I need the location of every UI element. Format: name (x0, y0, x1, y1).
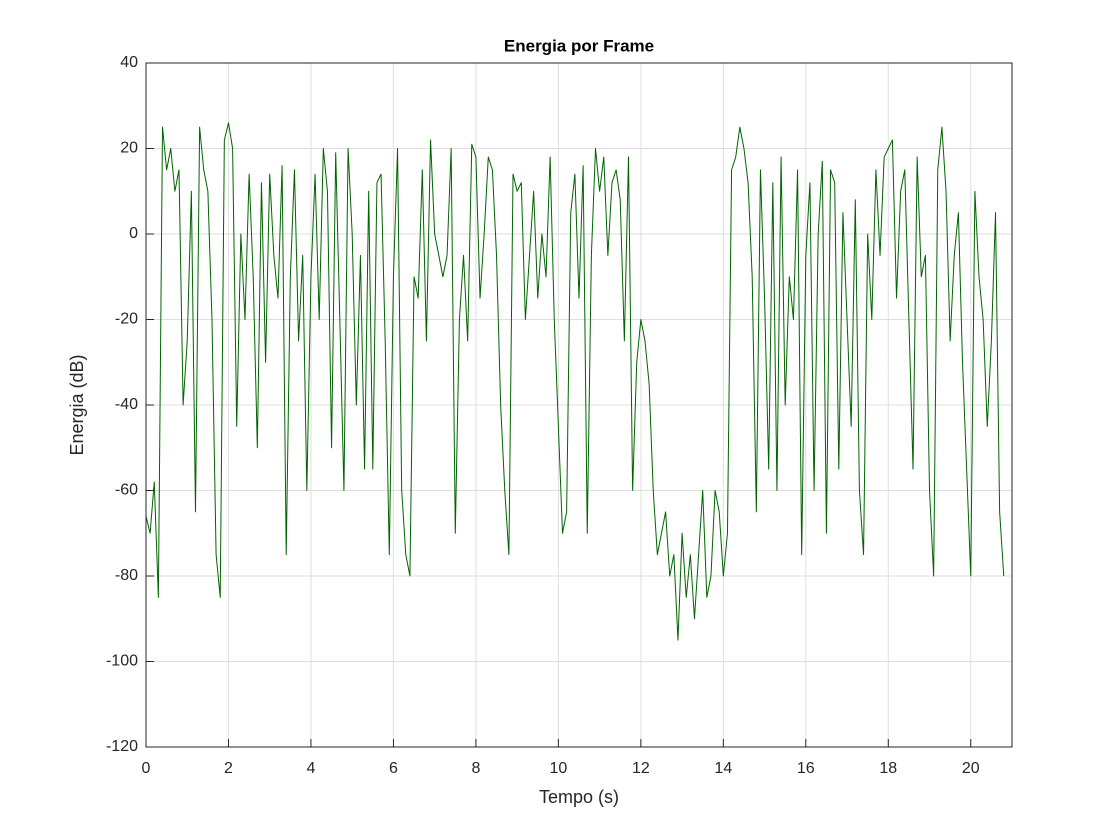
x-tick-label: 0 (142, 760, 151, 777)
chart-title: Energia por Frame (504, 36, 654, 55)
axes-box (145, 62, 1013, 748)
y-axis-label: Energia (dB) (67, 354, 87, 455)
x-tick-label: 20 (962, 760, 980, 777)
y-tick-label: -120 (106, 738, 138, 755)
y-tick-label: -20 (115, 311, 138, 328)
x-tick-label: 18 (879, 760, 897, 777)
y-tick-label: 40 (120, 54, 138, 71)
x-tick-label: 4 (306, 760, 315, 777)
x-tick-label: 10 (549, 760, 567, 777)
data-line (145, 122, 1005, 641)
y-tick-label: -40 (115, 396, 138, 413)
x-tick-label: 14 (714, 760, 732, 777)
y-tick-label: -60 (115, 482, 138, 499)
x-tick-label: 6 (389, 760, 398, 777)
x-tick-label: 16 (797, 760, 815, 777)
y-tick-label: -80 (115, 567, 138, 584)
y-tick-label: 0 (129, 225, 138, 242)
x-tick-label: 2 (224, 760, 233, 777)
y-tick-label: 20 (120, 140, 138, 157)
plot-layer: -120 -100 -80 -60 -40 -20 0 20 40 0 2 4 6 8 10 12 14 16 18… (106, 54, 1012, 777)
y-tick-label: -100 (106, 653, 138, 670)
x-tick-label: 12 (632, 760, 650, 777)
x-axis-label: Tempo (s) (539, 787, 619, 807)
x-tick-label: 8 (471, 760, 480, 777)
